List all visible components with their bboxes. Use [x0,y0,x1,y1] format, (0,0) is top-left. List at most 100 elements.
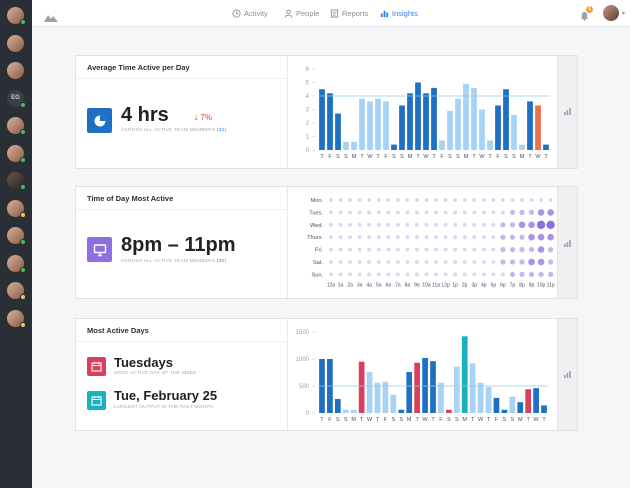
team-member-avatar[interactable] [7,227,26,245]
bar [511,114,517,150]
activity-dot [519,209,525,215]
card-side-panel[interactable] [557,319,577,430]
nav-people[interactable]: People [284,9,319,18]
hour-column-label: 4a [366,282,372,288]
activity-dot [329,247,333,252]
x-tick-label: T [526,417,530,423]
day-row-label: Wed. [310,223,323,229]
nav-activity[interactable]: Activity [232,9,268,18]
member-count-link[interactable]: (32) [216,128,227,133]
team-member-avatar[interactable] [7,199,26,218]
activity-dot [453,260,458,264]
activity-dot [434,210,438,215]
team-member-avatar[interactable] [7,172,26,190]
x-tick-label: F [495,417,499,423]
signal-bars-icon[interactable] [564,107,572,115]
activity-dot [386,198,391,202]
team-member-avatar[interactable]: EG [7,89,26,108]
activity-dot [547,233,554,241]
x-tick-label: T [432,154,436,160]
nav-insights[interactable]: Insights [380,9,418,18]
bell-icon[interactable] [580,8,589,26]
nav-people-label: People [296,9,320,18]
bar [517,402,524,413]
day-row-label: Tues. [309,210,323,216]
activity-dot [519,259,525,265]
activity-dot [491,198,496,202]
team-member-avatar[interactable] [7,7,26,25]
bar [431,87,437,150]
activity-dot [395,235,400,240]
bar [374,382,381,413]
activity-dot [537,209,545,216]
x-tick-label: S [510,417,514,423]
activity-dot [434,260,438,264]
x-tick-label: S [504,154,508,160]
activity-dot [491,235,496,240]
activity-dot [501,198,505,202]
y-tick-label: 5 [306,81,310,87]
nav-reports[interactable]: Reports [330,9,368,18]
activity-dot [329,272,333,277]
member-count-link[interactable]: (32) [216,259,227,264]
bar [390,394,397,413]
team-member-avatar[interactable] [7,309,26,328]
card-side-panel[interactable] [557,56,577,168]
bar [367,101,373,150]
presence-status-dot [20,19,26,25]
bar [479,109,485,150]
x-tick-label: M [462,417,467,423]
activity-dot [472,272,477,277]
activity-dot [453,222,458,227]
activity-dot [462,210,467,215]
calendar-icon [87,391,106,410]
bar [471,87,477,150]
bar [407,93,413,150]
activity-dot [537,246,545,253]
x-tick-label: T [416,154,420,160]
bar [438,382,444,413]
team-member-avatar[interactable] [7,34,24,52]
activity-dot [462,198,467,202]
team-member-avatar[interactable] [7,144,26,163]
logo-icon[interactable] [44,9,58,27]
activity-dot [338,210,343,215]
team-member-avatar[interactable] [7,282,26,300]
team-member-avatar[interactable] [7,62,24,79]
team-member-avatar[interactable] [7,117,26,135]
card-side-panel[interactable] [557,187,577,298]
user-avatar[interactable] [603,5,619,21]
activity-dot [424,260,429,264]
activity-dot [405,198,410,202]
signal-bars-icon[interactable] [564,370,572,378]
activity-dot [491,222,496,227]
chevron-down-icon[interactable]: ▾ [622,11,626,17]
x-tick-label: T [320,417,324,423]
divider [76,78,288,79]
x-tick-label: M [464,154,469,160]
activity-dot [376,247,381,252]
activity-dot [348,247,352,252]
activity-dot [376,235,381,240]
x-tick-label: F [439,417,443,423]
activity-dot [386,222,391,227]
activity-dot [395,272,400,277]
team-member-avatar[interactable] [7,254,26,273]
bar [461,336,468,413]
avatar-initials: EG [11,94,20,101]
day-row-label: Mon. [311,198,324,204]
activity-dot [357,222,362,227]
activity-dot [519,271,525,277]
bar [342,409,349,413]
x-tick-label: W [423,154,429,160]
activity-dot [338,198,343,202]
signal-bars-icon[interactable] [564,239,572,247]
time-of-day-summary: Time of Day Most Active 8pm – 11pm ACROS… [76,187,288,298]
divider [76,341,288,342]
x-tick-label: T [472,154,476,160]
activity-dot [376,260,381,264]
activity-dot [348,260,352,264]
activity-dot [528,209,535,215]
activity-dot [510,198,515,202]
activity-dot [443,260,448,264]
